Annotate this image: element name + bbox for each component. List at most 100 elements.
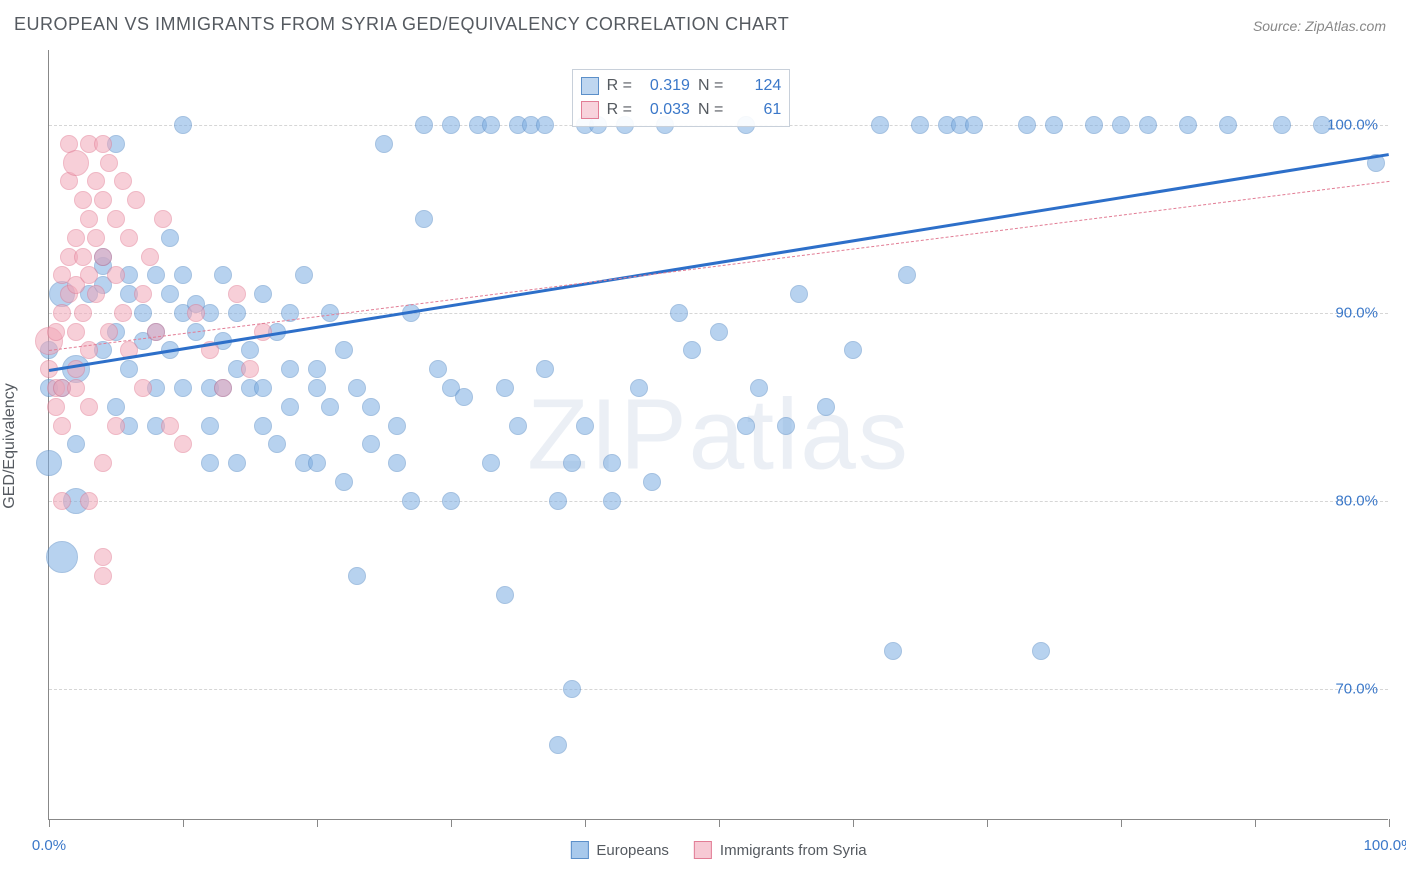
data-point: [154, 210, 172, 228]
y-tick-label: 100.0%: [1327, 117, 1378, 134]
data-point: [214, 266, 232, 284]
stat-label: R =: [607, 74, 632, 98]
data-point: [482, 454, 500, 472]
chart-plot-area: ZIPatlas 70.0%80.0%90.0%100.0%0.0%100.0%…: [48, 50, 1388, 820]
data-point: [965, 116, 983, 134]
y-tick-label: 90.0%: [1335, 304, 1378, 321]
data-point: [429, 360, 447, 378]
data-point: [496, 379, 514, 397]
data-point: [536, 116, 554, 134]
source-attribution: Source: ZipAtlas.com: [1253, 18, 1386, 34]
data-point: [107, 417, 125, 435]
data-point: [442, 116, 460, 134]
data-point: [187, 304, 205, 322]
data-point: [348, 567, 366, 585]
data-point: [228, 304, 246, 322]
data-point: [134, 379, 152, 397]
data-point: [80, 266, 98, 284]
data-point: [120, 360, 138, 378]
data-point: [335, 473, 353, 491]
data-point: [281, 360, 299, 378]
data-point: [1032, 642, 1050, 660]
data-point: [1139, 116, 1157, 134]
data-point: [335, 341, 353, 359]
data-point: [683, 341, 701, 359]
data-point: [268, 435, 286, 453]
x-tick: [1389, 819, 1390, 827]
data-point: [1018, 116, 1036, 134]
data-point: [201, 454, 219, 472]
legend-swatch: [570, 841, 588, 859]
data-point: [87, 229, 105, 247]
data-point: [134, 304, 152, 322]
data-point: [134, 285, 152, 303]
data-point: [750, 379, 768, 397]
stat-label: N =: [698, 74, 723, 98]
data-point: [94, 567, 112, 585]
data-point: [388, 417, 406, 435]
data-point: [174, 379, 192, 397]
data-point: [670, 304, 688, 322]
legend-swatch: [581, 77, 599, 95]
data-point: [898, 266, 916, 284]
gridline: [49, 501, 1388, 502]
stat-r-value: 0.319: [640, 74, 690, 98]
x-tick-label: 100.0%: [1364, 837, 1406, 854]
data-point: [100, 323, 118, 341]
stats-row: R =0.319N =124: [581, 74, 782, 98]
data-point: [1313, 116, 1331, 134]
data-point: [563, 454, 581, 472]
data-point: [375, 135, 393, 153]
data-point: [884, 642, 902, 660]
data-point: [201, 417, 219, 435]
x-tick: [451, 819, 452, 827]
data-point: [53, 492, 71, 510]
data-point: [1273, 116, 1291, 134]
x-tick: [317, 819, 318, 827]
data-point: [141, 248, 159, 266]
data-point: [308, 454, 326, 472]
data-point: [53, 417, 71, 435]
data-point: [46, 541, 78, 573]
stat-n-value: 61: [731, 98, 781, 122]
data-point: [643, 473, 661, 491]
data-point: [496, 586, 514, 604]
data-point: [241, 341, 259, 359]
stat-label: R =: [607, 98, 632, 122]
legend: EuropeansImmigrants from Syria: [570, 841, 866, 859]
stats-box: R =0.319N =124R =0.033N =61: [572, 69, 791, 127]
gridline: [49, 313, 1388, 314]
data-point: [100, 154, 118, 172]
data-point: [107, 266, 125, 284]
data-point: [161, 417, 179, 435]
data-point: [67, 323, 85, 341]
data-point: [482, 116, 500, 134]
data-point: [94, 548, 112, 566]
data-point: [254, 379, 272, 397]
data-point: [161, 229, 179, 247]
data-point: [563, 680, 581, 698]
data-point: [603, 454, 621, 472]
data-point: [362, 435, 380, 453]
x-tick: [1121, 819, 1122, 827]
data-point: [174, 266, 192, 284]
data-point: [214, 379, 232, 397]
stat-label: N =: [698, 98, 723, 122]
stats-row: R =0.033N =61: [581, 98, 782, 122]
x-tick: [853, 819, 854, 827]
data-point: [127, 191, 145, 209]
data-point: [402, 492, 420, 510]
data-point: [308, 379, 326, 397]
data-point: [228, 454, 246, 472]
legend-swatch: [694, 841, 712, 859]
data-point: [536, 360, 554, 378]
chart-title: EUROPEAN VS IMMIGRANTS FROM SYRIA GED/EQ…: [14, 14, 789, 35]
data-point: [1085, 116, 1103, 134]
y-axis-label: GED/Equivalency: [1, 383, 19, 508]
data-point: [281, 398, 299, 416]
data-point: [308, 360, 326, 378]
data-point: [415, 116, 433, 134]
x-tick: [987, 819, 988, 827]
data-point: [455, 388, 473, 406]
legend-item: Immigrants from Syria: [694, 841, 867, 859]
